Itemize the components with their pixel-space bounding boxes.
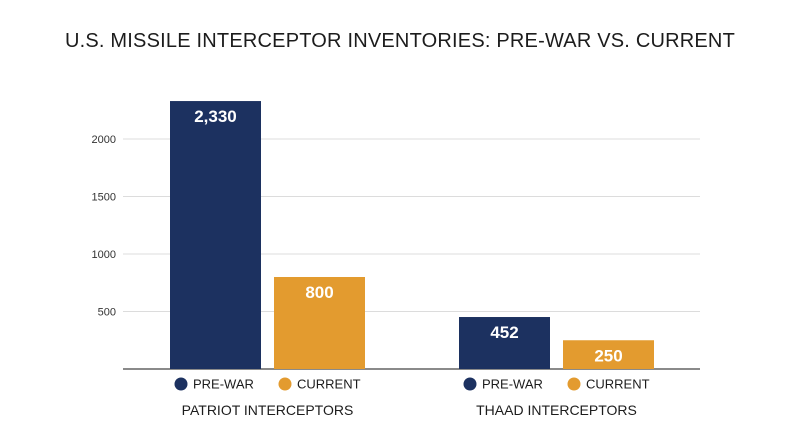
legend-label: PRE-WAR xyxy=(482,377,543,392)
legend-label: PRE-WAR xyxy=(193,377,254,392)
bar-value-label: 800 xyxy=(305,283,333,302)
bar-pre-war-0 xyxy=(170,101,261,370)
chart-title: U.S. MISSILE INTERCEPTOR INVENTORIES: PR… xyxy=(64,30,735,52)
bar-pre-war-1 xyxy=(459,317,550,369)
legend-label: CURRENT xyxy=(297,377,361,392)
bar-current-0 xyxy=(274,277,365,369)
legend-marker-pre-war xyxy=(463,377,477,391)
legend-marker-current xyxy=(567,377,581,391)
y-tick-label: 2000 xyxy=(92,134,116,146)
bar-value-label: 2,330 xyxy=(194,107,237,126)
category-label: THAAD INTERCEPTORS xyxy=(476,402,637,418)
bar-value-label: 452 xyxy=(490,323,518,342)
bar-value-label: 250 xyxy=(594,346,622,365)
y-tick-label: 1000 xyxy=(92,249,116,261)
y-tick-label: 500 xyxy=(98,307,116,319)
y-tick-label: 1500 xyxy=(92,192,116,204)
legend-label: CURRENT xyxy=(586,377,650,392)
bar-current-1 xyxy=(563,340,654,369)
category-label: PATRIOT INTERCEPTORS xyxy=(182,402,354,418)
legend-marker-current xyxy=(278,377,292,391)
legend-marker-pre-war xyxy=(174,377,188,391)
